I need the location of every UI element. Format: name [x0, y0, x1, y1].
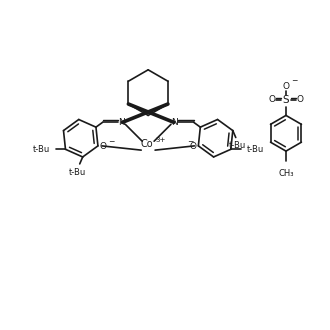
Text: N: N — [118, 118, 125, 127]
Text: 3+: 3+ — [155, 137, 165, 143]
Text: O: O — [296, 95, 303, 104]
Text: t-Bu: t-Bu — [69, 168, 86, 177]
Text: −: − — [108, 137, 114, 146]
Text: O: O — [99, 142, 106, 151]
Text: −: − — [187, 137, 194, 146]
Text: N: N — [172, 118, 178, 127]
Text: −: − — [291, 76, 297, 85]
Text: CH₃: CH₃ — [278, 169, 294, 178]
Text: t-Bu: t-Bu — [32, 145, 50, 154]
Text: Co: Co — [141, 139, 153, 149]
Text: S: S — [283, 95, 289, 105]
Text: O: O — [190, 142, 197, 151]
Text: O: O — [282, 82, 289, 91]
Text: t-Bu: t-Bu — [229, 142, 247, 150]
Text: t-Bu: t-Bu — [247, 145, 264, 154]
Text: O: O — [269, 95, 276, 104]
